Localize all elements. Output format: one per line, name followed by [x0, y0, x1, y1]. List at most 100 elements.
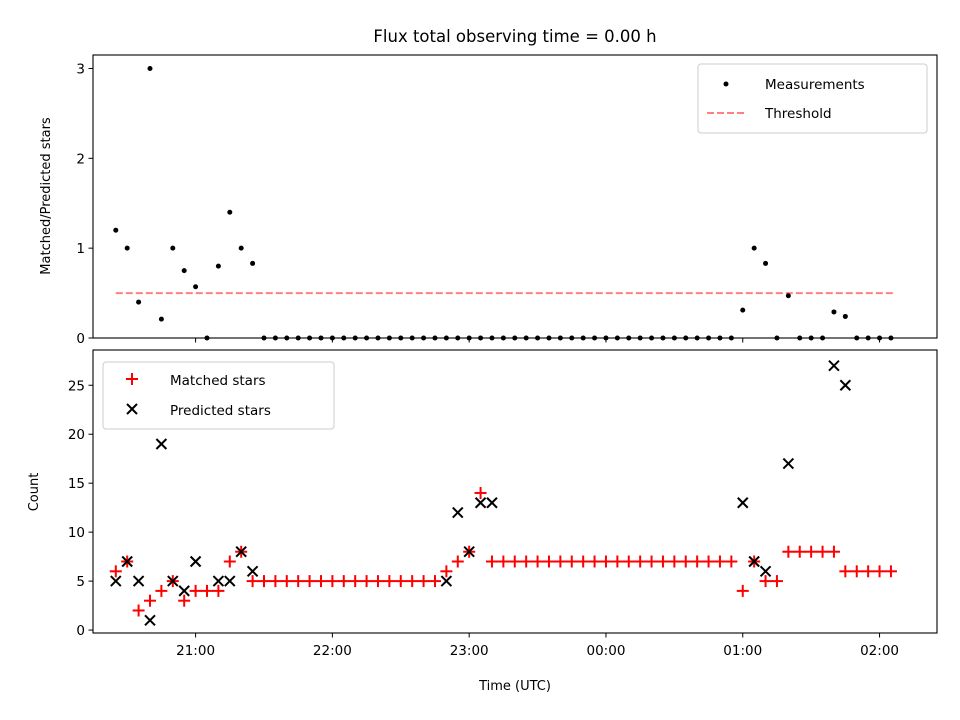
matched-star-point: [246, 575, 259, 588]
legend-matched-marker: [126, 373, 138, 385]
count-y-tick-label: 15: [68, 476, 85, 492]
x-tick-label: 01:00: [723, 643, 762, 659]
matched-star-point: [611, 555, 624, 568]
count-legend: Matched stars Predicted stars: [102, 361, 335, 430]
predicted-star-point: [212, 575, 225, 587]
count-y-tick-label: 25: [68, 378, 85, 394]
measurement-point: [740, 307, 746, 313]
matched-star-point: [303, 575, 316, 588]
predicted-star-point: [189, 555, 202, 568]
matched-star-point: [862, 565, 875, 578]
measurement-point: [842, 313, 848, 319]
predicted-star-point: [759, 565, 772, 578]
matched-star-point: [520, 555, 533, 568]
ratio-plot-frame: [92, 54, 938, 339]
matched-star-point: [360, 575, 373, 588]
count-y-tick-label: 10: [68, 525, 85, 541]
matched-star-point: [542, 555, 555, 568]
matched-star-point: [736, 584, 749, 597]
x-tick-label: 00:00: [587, 643, 626, 659]
predicted-star-point: [839, 379, 852, 391]
legend-threshold-label: Threshold: [764, 106, 832, 122]
x-tick-label: 21:00: [176, 643, 215, 659]
matched-star-point: [622, 555, 635, 568]
predicted-star-point: [440, 575, 453, 587]
predicted-star-point: [178, 585, 190, 597]
measurement-point: [215, 263, 221, 269]
predicted-star-point: [782, 457, 795, 470]
predicted-star-point: [132, 575, 145, 587]
measurement-point: [113, 227, 119, 233]
predicted-star-point: [121, 555, 133, 568]
matched-star-point: [383, 575, 396, 588]
legend-predicted-marker: [126, 403, 138, 415]
matched-star-point: [565, 555, 578, 568]
predicted-star-point: [452, 506, 464, 519]
measurement-point: [831, 309, 837, 315]
predicted-star-point: [235, 546, 247, 558]
legend-matched-label: Matched stars: [170, 373, 266, 389]
measurement-point: [124, 245, 130, 251]
matched-star-point: [269, 575, 282, 588]
matched-star-point: [417, 575, 430, 588]
matched-star-point: [485, 555, 498, 568]
matched-star-point: [713, 555, 726, 568]
matched-star-point: [691, 555, 704, 568]
count-legend-box: [102, 361, 335, 430]
matched-star-point: [223, 555, 236, 568]
matched-star-point: [155, 584, 168, 597]
count-y-tick-label: 20: [68, 427, 85, 443]
x-tick-label: 23:00: [450, 643, 489, 659]
matched-star-point: [314, 575, 327, 588]
matched-star-point: [178, 594, 191, 607]
measurement-point: [158, 316, 164, 322]
chart-title: Flux total observing time = 0.00 h: [373, 27, 656, 46]
matched-star-point: [508, 555, 521, 568]
legend-predicted-label: Predicted stars: [170, 403, 271, 419]
ratio-legend: Measurements Threshold: [697, 63, 928, 134]
measurement-point: [136, 299, 142, 305]
matched-star-point: [805, 545, 818, 558]
ratio-y-axis: 0 1 2 3: [76, 61, 93, 347]
predicted-star-point: [246, 565, 259, 578]
matched-star-point: [770, 575, 783, 588]
matched-star-point: [257, 575, 270, 588]
count-panel: 0 5 10 15 20 25 21:00 22:00 23:00 00:00 01:00 02:0…: [27, 349, 938, 694]
predicted-star-point: [167, 575, 179, 587]
matched-star-point: [725, 555, 738, 568]
predicted-star-point: [155, 438, 168, 450]
matched-star-point: [451, 555, 464, 568]
matched-star-point: [474, 486, 487, 499]
matched-star-point: [554, 555, 567, 568]
matched-star-point: [839, 565, 852, 578]
count-marks: [109, 359, 897, 626]
matched-star-point: [200, 584, 213, 597]
matched-star-point: [702, 555, 715, 568]
ratio-y-tick-label: 2: [76, 151, 85, 167]
count-y-axis-label: Count: [27, 473, 42, 512]
legend-measurements-label: Measurements: [765, 77, 865, 93]
matched-star-point: [656, 555, 669, 568]
measurement-point: [147, 65, 153, 71]
matched-star-point: [759, 575, 772, 588]
legend-measurements-marker: [723, 81, 729, 87]
matched-star-point: [349, 575, 362, 588]
ratio-legend-box: [697, 63, 928, 134]
count-x-axis: 21:00 22:00 23:00 00:00 01:00 02:00: [176, 633, 899, 659]
count-plot-frame: [92, 349, 938, 634]
matched-star-point: [428, 575, 441, 588]
measurement-point: [751, 245, 757, 251]
measurement-point: [238, 245, 244, 251]
count-y-axis: 0 5 10 15 20 25: [68, 378, 93, 639]
matched-star-point: [782, 545, 795, 558]
matched-star-point: [109, 565, 122, 578]
matched-star-point: [599, 555, 612, 568]
measurement-point: [181, 268, 187, 274]
predicted-star-point: [463, 546, 475, 558]
ratio-y-tick-label: 3: [76, 61, 85, 77]
predicted-star-point: [474, 497, 487, 509]
matched-star-point: [816, 545, 829, 558]
x-tick-label: 22:00: [313, 643, 352, 659]
count-y-tick-label: 5: [76, 574, 85, 590]
